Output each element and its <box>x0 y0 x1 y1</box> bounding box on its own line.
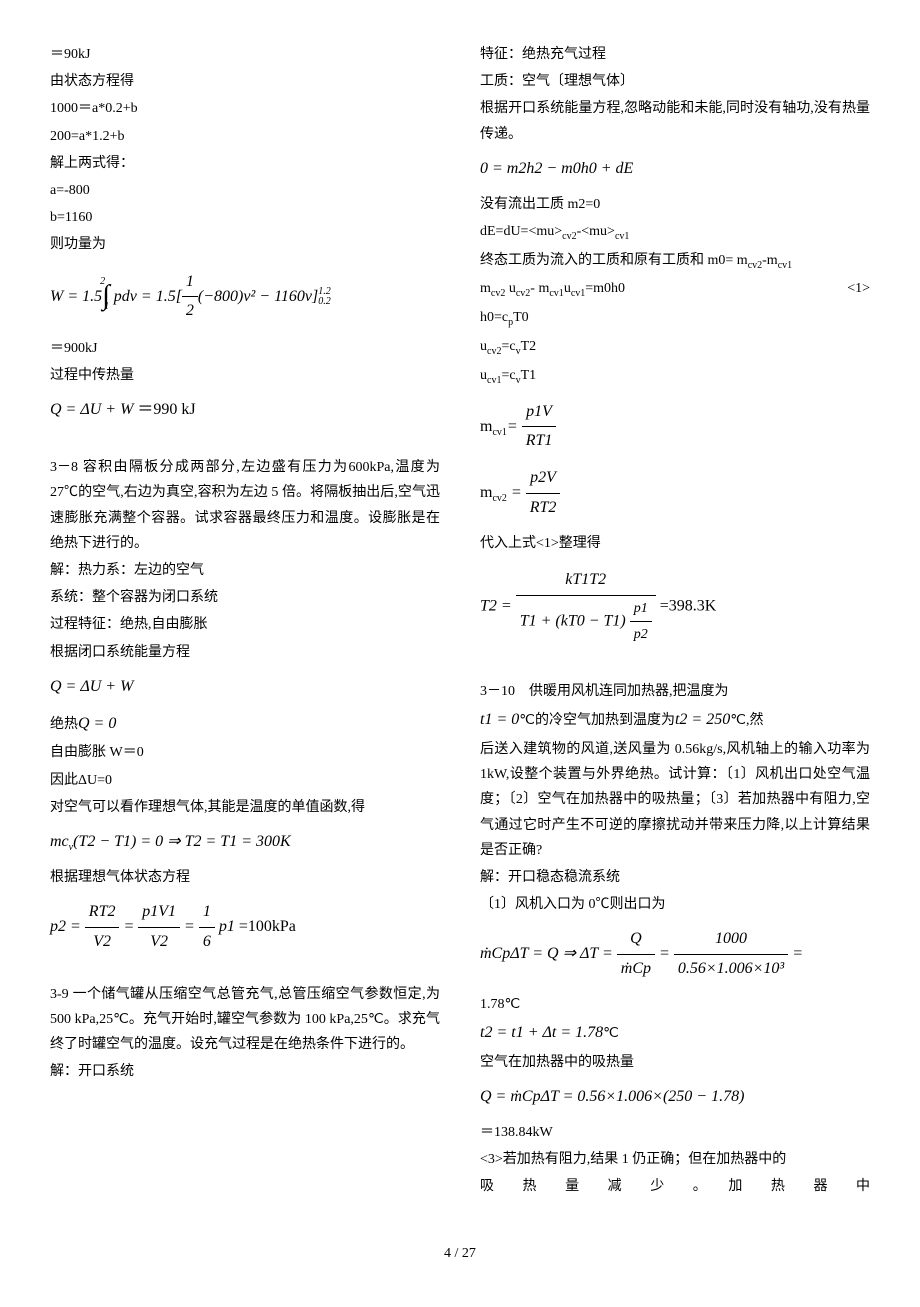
text-line: 没有流出工质 m2=0 <box>480 192 870 217</box>
text-line: 因此ΔU=0 <box>50 768 440 793</box>
equation-Qheat: Q = ṁCpΔT = 0.56×1.006×(250 − 1.78) <box>480 1083 870 1112</box>
text-line: b=1160 <box>50 205 440 230</box>
equation-mcv: mcv(T2 − T1) = 0 ⇒ T2 = T1 = 300K <box>50 828 440 857</box>
text-line: 由状态方程得 <box>50 69 440 94</box>
text-line: 解：开口稳态稳流系统 <box>480 865 870 890</box>
text-line: 工质：空气〔理想气体〕 <box>480 69 870 94</box>
problem-3-9: 3-9 一个储气罐从压缩空气总管充气,总管压缩空气参数恒定,为 500 kPa,… <box>50 982 440 1058</box>
text-line: ＝138.84kW <box>480 1120 870 1145</box>
equation-p2: p2 = RT2V2 = p1V1V2 = 16 p1 =100kPa <box>50 898 440 957</box>
text-line: 〔1〕风机入口为 0℃则出口为 <box>480 892 870 917</box>
text-line: 代入上式<1>整理得 <box>480 531 870 556</box>
text-line: ＝900kJ <box>50 336 440 361</box>
text-line: 1.78℃ <box>480 992 870 1017</box>
text-line: t1 = 0℃的冷空气加热到温度为t2 = 250℃,然 <box>480 706 870 735</box>
text-line: 空气在加热器中的吸热量 <box>480 1050 870 1075</box>
left-column: ＝90kJ 由状态方程得 1000＝a*0.2+b 200=a*1.2+b 解上… <box>50 40 440 1201</box>
text-line: 1000＝a*0.2+b <box>50 96 440 121</box>
text-line: 解上两式得： <box>50 151 440 176</box>
equation-W: W = 1.5∫21 pdv = 1.5[12(−800)v² − 1160v]… <box>50 268 440 327</box>
text-line: a=-800 <box>50 178 440 203</box>
text-line: 解：开口系统 <box>50 1059 440 1084</box>
text-line: ucv1=cvT1 <box>480 363 870 390</box>
equation-deltaT: ṁCpΔT = Q ⇒ ΔT = QṁCp = 10000.56×1.006×1… <box>480 925 870 984</box>
equation-T2: T2 = kT1T2 T1 + (kT0 − T1) p1p2 =398.3K <box>480 566 870 647</box>
page-footer: 4 / 27 <box>50 1241 870 1266</box>
text-line: 自由膨胀 W＝0 <box>50 740 440 765</box>
text-line: 绝热Q = 0 <box>50 710 440 739</box>
problem-3-10: 3－10 供暖用风机连同加热器,把温度为 <box>480 679 870 704</box>
right-column: 特征：绝热充气过程 工质：空气〔理想气体〕 根据开口系统能量方程,忽略动能和未能… <box>480 40 870 1201</box>
text-line: 对空气可以看作理想气体,其能是温度的单值函数,得 <box>50 795 440 820</box>
text-line: 200=a*1.2+b <box>50 124 440 149</box>
equation-mcv2: mcv2 = p2VRT2 <box>480 464 870 523</box>
text-line: ＝90kJ <box>50 42 440 67</box>
text-line: <3>若加热有阻力,结果 1 仍正确；但在加热器中的 <box>480 1147 870 1172</box>
text-line: 根据理想气体状态方程 <box>50 865 440 890</box>
text-line: 解：热力系：左边的空气 <box>50 558 440 583</box>
text-line: 系统：整个容器为闭口系统 <box>50 585 440 610</box>
text-line: t2 = t1 + Δt = 1.78℃ <box>480 1019 870 1048</box>
text-line: 根据闭口系统能量方程 <box>50 640 440 665</box>
equation-mcv1: mcv1= p1VRT1 <box>480 398 870 457</box>
text-line: 过程特征：绝热,自由膨胀 <box>50 612 440 637</box>
text-line: h0=cpT0 <box>480 305 870 332</box>
equation-Q1: Q = ΔU + W ＝990 kJ <box>50 396 440 425</box>
equation-energy: 0 = m2h2 − m0h0 + dE <box>480 155 870 184</box>
text-line: dE=dU=<mu>cv2-<mu>cv1 <box>480 219 870 246</box>
text-line: 吸 热 量 减 少 。 加 热 器 中 <box>480 1174 870 1199</box>
text-line: 则功量为 <box>50 232 440 257</box>
text-line: mcv2 ucv2- mcv1ucv1=m0h0 <1> <box>480 276 870 303</box>
text-line: ucv2=cvT2 <box>480 334 870 361</box>
text-line: 后送入建筑物的风道,送风量为 0.56kg/s,风机轴上的输入功率为 1kW,设… <box>480 737 870 863</box>
text-line: 终态工质为流入的工质和原有工质和 m0= mcv2-mcv1 <box>480 248 870 275</box>
text-line: 根据开口系统能量方程,忽略动能和未能,同时没有轴功,没有热量传递。 <box>480 96 870 146</box>
problem-3-8: 3－8 容积由隔板分成两部分,左边盛有压力为600kPa,温度为 27℃的空气,… <box>50 455 440 556</box>
text-line: 特征：绝热充气过程 <box>480 42 870 67</box>
text-line: 过程中传热量 <box>50 363 440 388</box>
equation-Q2: Q = ΔU + W <box>50 673 440 702</box>
